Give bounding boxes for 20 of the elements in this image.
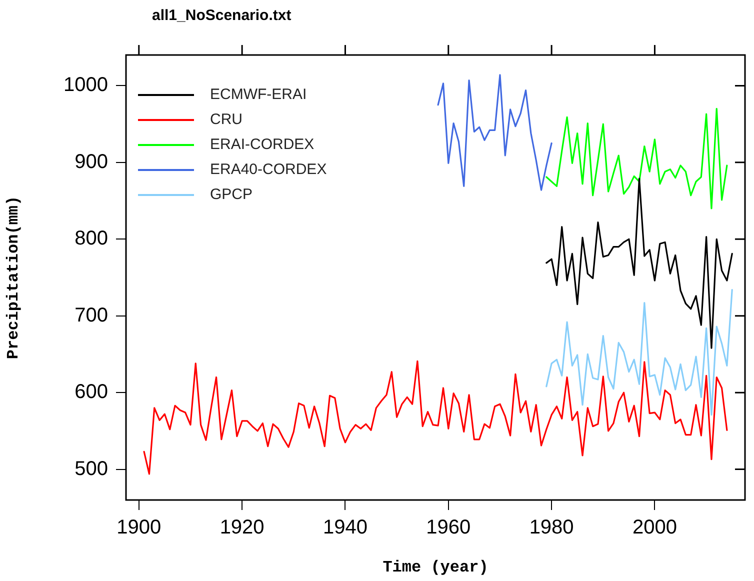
y-axis-title: Precipitation(mm)	[4, 196, 23, 360]
x-axis-title: Time (year)	[382, 558, 488, 576]
y-tick-label: 600	[74, 381, 108, 404]
legend-label: ECMWF-ERAI	[210, 86, 307, 103]
legend-label: GPCP	[210, 186, 253, 203]
x-tick-label: 1940	[322, 516, 368, 539]
x-tick-label: 1960	[426, 516, 471, 539]
y-tick-label: 1000	[64, 74, 108, 96]
x-tick-label: 2000	[632, 516, 677, 539]
x-tick-label: 1920	[220, 516, 264, 539]
legend-label: CRU	[210, 111, 242, 128]
x-tick-label: 1900	[116, 516, 162, 539]
chart-title: all1_NoScenario.txt	[152, 7, 292, 24]
y-tick-label: 500	[74, 458, 108, 480]
y-tick-label: 900	[74, 150, 108, 173]
legend-label: ERA40-CORDEX	[210, 161, 327, 178]
x-tick-label: 1980	[529, 516, 574, 539]
y-tick-label: 700	[74, 304, 108, 326]
y-tick-label: 800	[74, 228, 108, 250]
legend-label: ERAI-CORDEX	[210, 136, 314, 153]
